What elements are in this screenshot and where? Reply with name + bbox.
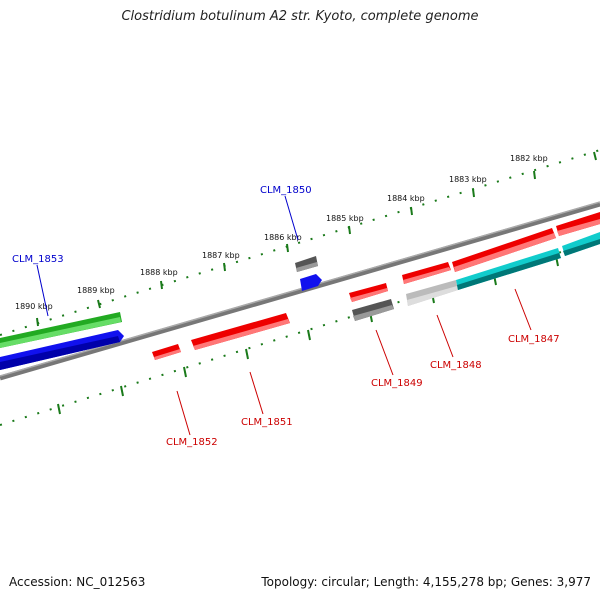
scale-label-1884: 1884 kbp bbox=[387, 194, 425, 203]
feature-clm1848-lightgray[interactable] bbox=[406, 280, 458, 306]
gene-label-clm1847[interactable]: CLM_1847 bbox=[508, 334, 560, 345]
gene-label-clm1851[interactable]: CLM_1851 bbox=[241, 417, 293, 428]
feature-clm1852[interactable] bbox=[152, 344, 181, 360]
feature-cyan-right[interactable] bbox=[562, 232, 600, 256]
feature-clm1849-red[interactable] bbox=[349, 283, 388, 302]
scale-label-1890: 1890 kbp bbox=[15, 302, 53, 311]
feature-clm1850-blue[interactable] bbox=[300, 274, 322, 291]
scale-label-1887: 1887 kbp bbox=[202, 251, 240, 260]
scale-label-1882: 1882 kbp bbox=[510, 154, 548, 163]
outer-major-ticks bbox=[36, 151, 597, 327]
feature-green[interactable] bbox=[0, 312, 122, 348]
gene-label-clm1849[interactable]: CLM_1849 bbox=[371, 378, 423, 389]
feature-clm1851[interactable] bbox=[191, 313, 290, 350]
feature-clm1850-gray[interactable] bbox=[295, 256, 318, 272]
topology-text: Topology: circular; Length: 4,155,278 bp… bbox=[261, 575, 591, 589]
map-title: Clostridium botulinum A2 str. Kyoto, com… bbox=[121, 9, 479, 24]
leader-clm1853 bbox=[36, 264, 49, 317]
scale-label-1885: 1885 kbp bbox=[326, 214, 364, 223]
feature-red-mid[interactable] bbox=[402, 262, 451, 284]
scale-label-1886: 1886 kbp bbox=[264, 233, 302, 242]
gene-label-clm1850[interactable]: CLM_1850 bbox=[260, 185, 312, 196]
inner-scale bbox=[0, 239, 600, 426]
gene-label-clm1853[interactable]: CLM_1853 bbox=[12, 254, 64, 265]
scale-label-1888: 1888 kbp bbox=[140, 268, 178, 277]
feature-clm1849-gray[interactable] bbox=[352, 299, 394, 321]
feature-cyan[interactable] bbox=[456, 248, 561, 290]
leader-clm1849 bbox=[375, 329, 394, 376]
leader-clm1848 bbox=[436, 314, 454, 358]
backbone bbox=[0, 201, 600, 381]
leader-clm1850 bbox=[284, 195, 299, 241]
accession-text: Accession: NC_012563 bbox=[9, 575, 146, 589]
feature-blue[interactable] bbox=[0, 330, 124, 370]
leader-clm1851 bbox=[249, 371, 264, 415]
leader-clm1852 bbox=[176, 390, 191, 436]
gene-label-clm1852[interactable]: CLM_1852 bbox=[166, 437, 218, 448]
scale-label-1883: 1883 kbp bbox=[449, 175, 487, 184]
feature-red-right[interactable] bbox=[556, 212, 600, 236]
scale-label-1889: 1889 kbp bbox=[77, 286, 115, 295]
leader-clm1847 bbox=[514, 288, 532, 331]
gene-label-clm1848[interactable]: CLM_1848 bbox=[430, 360, 482, 371]
feature-red-long[interactable] bbox=[452, 228, 556, 272]
